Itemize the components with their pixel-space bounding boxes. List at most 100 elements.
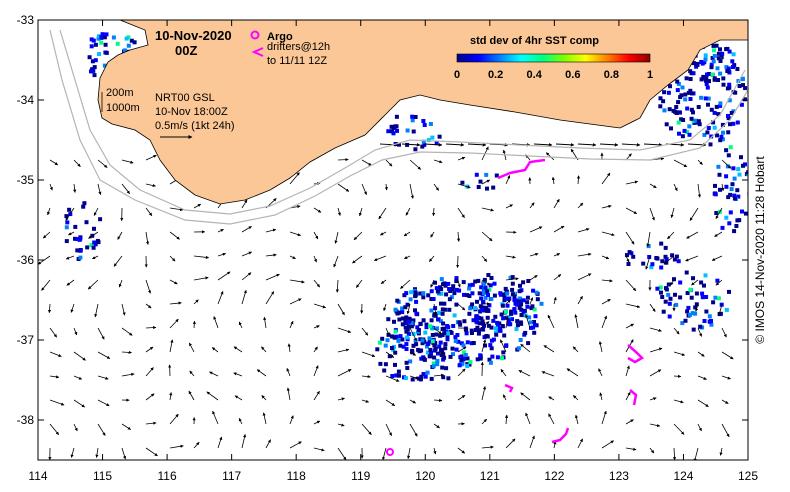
sst-cell	[470, 282, 475, 287]
current-vector	[673, 399, 684, 404]
sst-cell	[469, 328, 474, 333]
sst-cell	[476, 331, 481, 336]
sst-cell	[458, 322, 463, 327]
sst-cell	[398, 334, 403, 339]
current-vector	[238, 321, 243, 329]
current-vector	[649, 303, 656, 312]
current-vector	[217, 271, 231, 281]
sst-cell	[418, 337, 423, 342]
current-vector	[121, 372, 135, 377]
sst-cell	[689, 107, 694, 112]
sst-cell	[735, 67, 740, 71]
current-vector	[206, 391, 219, 401]
sst-cell	[670, 253, 675, 258]
sst-cell	[440, 365, 445, 370]
sst-cell	[394, 373, 399, 378]
current-vector	[361, 375, 371, 379]
current-vector	[505, 299, 511, 305]
current-vector	[145, 183, 156, 188]
sst-cell	[724, 174, 729, 179]
current-vector	[711, 255, 723, 261]
sst-cell	[732, 229, 737, 234]
sst-cell	[655, 286, 660, 291]
sst-cell	[436, 317, 440, 322]
current-vector	[335, 279, 339, 293]
sst-cell	[727, 98, 732, 103]
current-vector	[601, 255, 610, 260]
current-vector	[117, 231, 123, 240]
sst-cell	[691, 61, 696, 66]
sst-cell	[89, 44, 94, 49]
sst-cell	[721, 130, 725, 135]
sst-cell	[734, 224, 739, 228]
sst-cell	[459, 358, 464, 363]
sst-cell	[728, 122, 732, 127]
sst-cell	[625, 253, 629, 258]
colorbar-tick-label: 0.6	[565, 69, 580, 81]
sst-cell	[676, 81, 681, 86]
sst-cell	[488, 360, 493, 365]
sst-cell	[680, 321, 685, 326]
header-date: 10-Nov-2020	[155, 28, 232, 43]
current-vector	[573, 395, 579, 401]
sst-cell	[668, 296, 673, 301]
sst-cell	[693, 311, 698, 316]
argo-float-marker	[386, 448, 394, 456]
sst-cell	[403, 376, 408, 381]
current-vector	[625, 279, 637, 292]
current-vector	[601, 440, 614, 449]
sst-cell	[694, 291, 699, 296]
current-vector	[529, 274, 538, 281]
isobath-1000m	[49, 29, 748, 225]
sst-cell	[727, 49, 732, 54]
sst-cell	[408, 297, 413, 302]
sst-cell	[64, 225, 69, 230]
sst-cell	[439, 291, 444, 296]
sst-cell	[712, 76, 717, 81]
sst-cell	[525, 304, 530, 309]
sst-cell	[479, 308, 484, 313]
drifters-label: drifters@12h	[267, 41, 330, 53]
current-vector	[548, 396, 555, 401]
current-vector	[384, 183, 388, 191]
sst-cell	[97, 52, 101, 56]
sst-cell	[132, 40, 137, 45]
sst-cell	[453, 339, 458, 343]
sst-cell	[411, 331, 416, 336]
current-vector	[145, 154, 157, 161]
sst-cell	[501, 292, 506, 297]
current-vector	[337, 183, 350, 192]
sst-cell	[443, 346, 448, 351]
sst-cell	[427, 354, 432, 359]
sst-cell	[481, 321, 486, 326]
sst-cell	[413, 115, 418, 119]
current-vector	[145, 447, 158, 457]
sst-cell	[441, 375, 446, 380]
current-vector	[721, 327, 727, 338]
current-vector	[385, 375, 400, 382]
current-vector	[500, 339, 507, 353]
current-vector	[576, 175, 581, 185]
current-vector	[649, 347, 663, 353]
sst-cell	[718, 101, 723, 106]
current-vector	[670, 207, 675, 219]
sst-cell	[687, 124, 692, 129]
current-vector	[574, 314, 579, 329]
current-vector	[265, 273, 280, 281]
sst-cell	[429, 308, 434, 313]
sst-cell	[716, 51, 721, 56]
current-vector	[47, 207, 51, 216]
current-vector	[433, 447, 437, 455]
sst-cell	[429, 297, 434, 301]
sst-cell	[455, 333, 460, 337]
current-vector	[333, 255, 339, 268]
sst-cell	[67, 207, 72, 212]
sst-cell	[480, 327, 485, 331]
current-vector	[625, 231, 635, 245]
sst-cell	[439, 277, 444, 282]
sst-cell	[517, 296, 522, 301]
sst-cell	[426, 138, 431, 143]
sst-cell	[410, 377, 415, 382]
current-vector	[721, 423, 730, 438]
